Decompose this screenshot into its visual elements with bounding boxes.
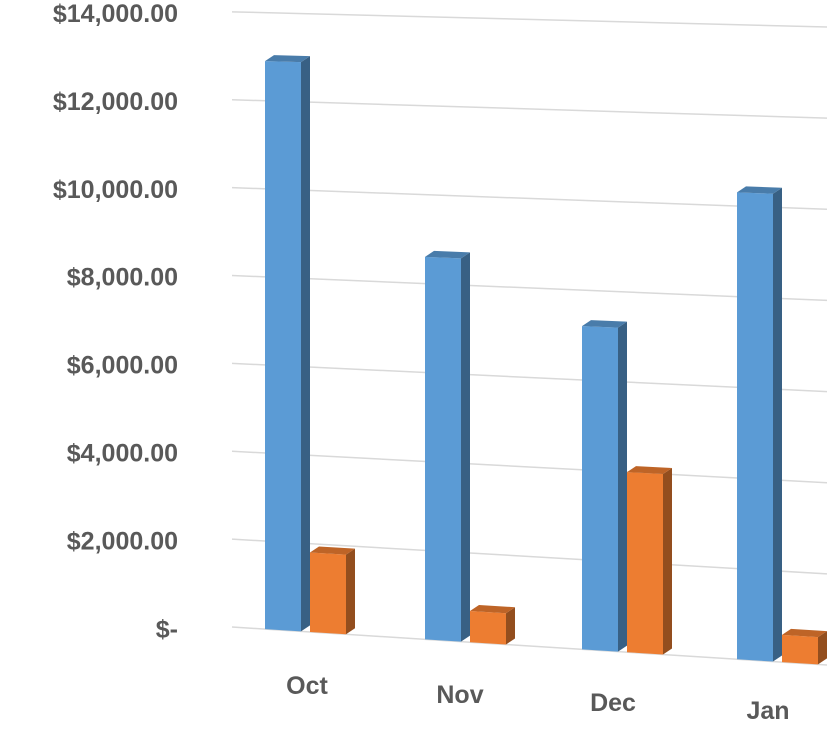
y-tick-label: $2,000.00 <box>67 527 178 555</box>
y-tick-label: $12,000.00 <box>53 88 178 116</box>
bar-nov-series-2 <box>470 604 515 645</box>
gridlines <box>231 11 827 666</box>
bar-front <box>310 552 346 635</box>
bar-front <box>782 634 818 665</box>
bar-side <box>506 607 515 645</box>
bar-dec-series-2 <box>627 466 672 655</box>
x-tick-label: Jan <box>746 697 789 725</box>
gridline <box>231 11 827 28</box>
bar-front <box>470 610 506 645</box>
bars <box>265 55 827 665</box>
y-tick-label: $14,000.00 <box>53 0 178 28</box>
bar-dec-series-1 <box>582 320 627 652</box>
bar-front <box>265 61 301 632</box>
gridline <box>231 538 827 575</box>
bar-jan-series-1 <box>737 186 782 662</box>
gridline <box>231 274 827 302</box>
bar-top <box>470 604 515 614</box>
bar-front <box>737 192 773 662</box>
bar-side <box>346 548 355 635</box>
bar-side <box>461 252 470 642</box>
gridline <box>231 186 827 211</box>
bar-side <box>301 56 310 632</box>
bar-side <box>618 321 627 652</box>
bar-side <box>773 187 782 662</box>
x-axis-category-labels: Oct Nov Dec Jan <box>286 672 789 725</box>
bar-top <box>582 320 627 328</box>
bar-top <box>737 186 782 194</box>
bar-front <box>627 472 663 655</box>
bar-top <box>265 55 310 63</box>
bar-front <box>425 256 461 642</box>
y-tick-label: $- <box>156 615 178 643</box>
gridline <box>231 450 827 484</box>
y-tick-label: $6,000.00 <box>67 352 178 380</box>
x-tick-label: Dec <box>590 689 636 717</box>
y-axis-tick-labels: $- $2,000.00 $4,000.00 $6,000.00 $8,000.00 $1… <box>53 0 178 643</box>
bar-side <box>663 468 672 655</box>
bar-top <box>627 466 672 475</box>
y-tick-label: $10,000.00 <box>53 176 178 204</box>
bar-oct-series-1 <box>265 55 310 632</box>
bar-side <box>818 631 827 665</box>
bar-top <box>425 250 470 259</box>
y-tick-label: $4,000.00 <box>67 440 178 468</box>
bar-front <box>582 326 618 652</box>
bar-oct-series-2 <box>310 546 355 635</box>
gridline <box>231 98 827 119</box>
x-tick-label: Nov <box>436 681 483 709</box>
bar-jan-series-2 <box>782 628 827 665</box>
y-tick-label: $8,000.00 <box>67 264 178 292</box>
x-tick-label: Oct <box>286 672 328 700</box>
bar-top <box>782 628 827 638</box>
bar-top <box>310 546 355 555</box>
gridline <box>231 362 827 393</box>
bar-nov-series-1 <box>425 250 470 642</box>
